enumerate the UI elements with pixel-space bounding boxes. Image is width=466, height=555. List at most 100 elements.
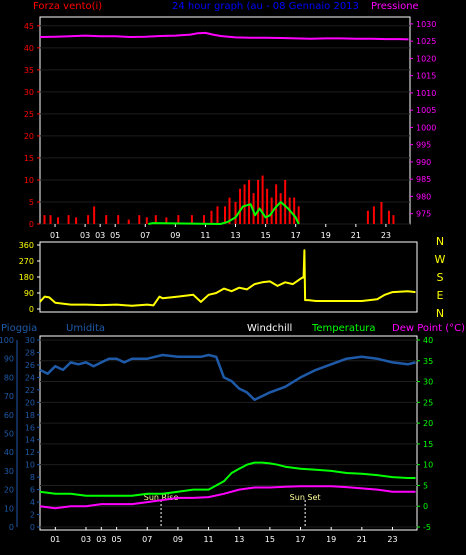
y2-tick-label: 990 bbox=[416, 158, 431, 167]
y2-tick-label: 1030 bbox=[416, 20, 436, 29]
y-hum-tick-label: 30 bbox=[25, 336, 35, 345]
x-tick-label: 05 bbox=[110, 231, 120, 240]
y-hum-tick-label: 10 bbox=[25, 461, 35, 470]
compass-label: N bbox=[436, 235, 444, 248]
y-temp-tick-label: 15 bbox=[423, 440, 433, 449]
windchill-label: Windchill bbox=[247, 323, 292, 334]
y-tick-label: 360 bbox=[19, 241, 34, 250]
wind-pressure-chart: 0510152025303540459759809859909951000100… bbox=[24, 20, 437, 240]
y-hum-tick-label: 14 bbox=[25, 436, 35, 445]
x-tick-label: 19 bbox=[321, 231, 331, 240]
y-hum-tick-label: 6 bbox=[30, 486, 35, 495]
x-tick-label: 17 bbox=[291, 231, 301, 240]
x-tick-label: 21 bbox=[357, 535, 367, 544]
y-hum-tick-label: 4 bbox=[30, 498, 35, 507]
x-tick-label: 11 bbox=[203, 535, 213, 544]
y2-tick-label: 1010 bbox=[416, 89, 436, 98]
y-hum-tick-label: 18 bbox=[25, 411, 35, 420]
y-hum-tick-label: 22 bbox=[25, 386, 35, 395]
y2-tick-label: 980 bbox=[416, 192, 431, 201]
y-tick-label: 40 bbox=[24, 44, 34, 53]
x-tick-label: 13 bbox=[234, 535, 244, 544]
y-rain-tick-label: 80 bbox=[4, 373, 14, 382]
y-tick-label: 180 bbox=[19, 273, 34, 282]
x-tick-label: 09 bbox=[173, 535, 183, 544]
compass-label: N bbox=[436, 307, 444, 320]
series-line bbox=[148, 201, 300, 225]
wind-axis-label: Forza vento(i) bbox=[33, 1, 102, 12]
y-hum-tick-label: 28 bbox=[25, 348, 35, 357]
y-hum-tick-label: 20 bbox=[25, 398, 35, 407]
x-tick-label: 03 bbox=[96, 535, 106, 544]
y-tick-label: 0 bbox=[29, 220, 34, 229]
y-tick-label: 10 bbox=[24, 176, 34, 185]
series-line bbox=[39, 461, 416, 497]
compass-label: S bbox=[437, 271, 444, 284]
y-tick-label: 25 bbox=[24, 110, 34, 119]
x-tick-label: 17 bbox=[295, 535, 305, 544]
y-tick-label: 270 bbox=[19, 257, 34, 266]
x-tick-label: 15 bbox=[265, 535, 275, 544]
sunset-label: Sun Set bbox=[290, 493, 321, 502]
sunrise-label: Sun Rise bbox=[144, 493, 179, 502]
x-tick-label: 07 bbox=[140, 231, 150, 240]
y-temp-tick-label: 20 bbox=[423, 419, 433, 428]
y-hum-tick-label: 24 bbox=[25, 373, 35, 382]
y-rain-tick-label: 10 bbox=[4, 504, 14, 513]
series-line bbox=[39, 31, 409, 41]
y2-tick-label: 1000 bbox=[416, 123, 436, 132]
x-tick-label: 15 bbox=[261, 231, 271, 240]
y2-tick-label: 975 bbox=[416, 210, 431, 219]
y-rain-tick-label: 40 bbox=[4, 448, 14, 457]
x-tick-label: 23 bbox=[387, 535, 397, 544]
y-rain-tick-label: 70 bbox=[4, 392, 14, 401]
y2-tick-label: 985 bbox=[416, 175, 431, 184]
rain-label: Pioggia bbox=[1, 323, 37, 334]
y-tick-label: 0 bbox=[29, 305, 34, 314]
series-line bbox=[39, 485, 416, 510]
x-tick-label: 03 bbox=[81, 535, 91, 544]
y2-tick-label: 995 bbox=[416, 141, 431, 150]
x-tick-label: 07 bbox=[142, 535, 152, 544]
y-tick-label: 45 bbox=[24, 22, 34, 31]
x-tick-label: 21 bbox=[351, 231, 361, 240]
y-tick-label: 15 bbox=[24, 154, 34, 163]
y-tick-label: 5 bbox=[29, 198, 34, 207]
y-temp-tick-label: 5 bbox=[423, 481, 428, 490]
y-temp-tick-label: 35 bbox=[423, 357, 433, 366]
y-temp-tick-label: 10 bbox=[423, 461, 433, 470]
x-tick-label: 13 bbox=[230, 231, 240, 240]
dewpoint-label: Dew Point (°C) bbox=[392, 323, 465, 334]
x-tick-label: 01 bbox=[50, 535, 60, 544]
compass-label: E bbox=[437, 289, 444, 302]
x-tick-label: 03 bbox=[80, 231, 90, 240]
x-tick-label: 01 bbox=[50, 231, 60, 240]
y-temp-tick-label: 30 bbox=[423, 378, 433, 387]
x-tick-label: 09 bbox=[170, 231, 180, 240]
y-tick-label: 90 bbox=[24, 289, 34, 298]
y-hum-tick-label: 26 bbox=[25, 361, 35, 370]
y-temp-tick-label: 40 bbox=[423, 336, 433, 345]
pressure-axis-label: Pressione bbox=[371, 1, 419, 12]
y-rain-tick-label: 20 bbox=[4, 486, 14, 495]
y-rain-tick-label: 90 bbox=[4, 355, 14, 364]
temp-chart-frame bbox=[39, 335, 418, 531]
y-hum-tick-label: 16 bbox=[25, 423, 35, 432]
y-temp-tick-label: 25 bbox=[423, 398, 433, 407]
humidity-label: Umidita bbox=[66, 323, 105, 334]
y-temp-tick-label: 0 bbox=[423, 502, 428, 511]
x-tick-label: 05 bbox=[112, 535, 122, 544]
x-tick-label: 11 bbox=[200, 231, 210, 240]
series-line bbox=[39, 353, 416, 402]
y-tick-label: 30 bbox=[24, 88, 34, 97]
y2-tick-label: 1025 bbox=[416, 37, 436, 46]
y2-tick-label: 1020 bbox=[416, 54, 436, 63]
direction-line bbox=[39, 249, 416, 307]
y-tick-label: 20 bbox=[24, 132, 34, 141]
compass-label: W bbox=[435, 253, 446, 266]
y-hum-tick-label: 2 bbox=[30, 511, 35, 520]
y-rain-tick-label: 50 bbox=[4, 430, 14, 439]
